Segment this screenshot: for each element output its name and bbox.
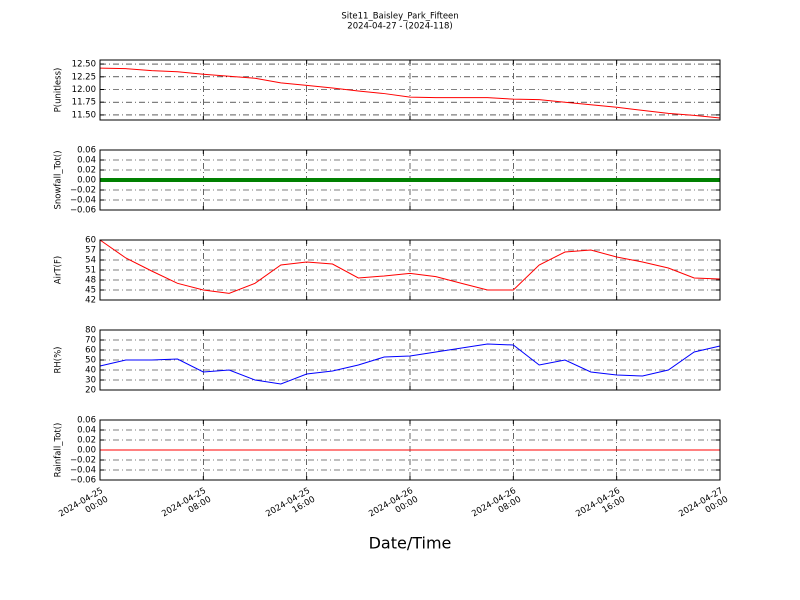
y-tick-label: 0.06 [77,146,96,156]
y-tick-label: 20 [85,386,96,396]
data-line [99,343,721,385]
y-tick-label: 50 [85,356,96,366]
y-tick-label: 0.04 [77,426,96,436]
axes-frame [99,149,721,211]
y-tick-label: 60 [85,236,96,246]
y-tick-label: 11.50 [72,110,96,120]
y-tick-label: 45 [85,286,96,296]
chart-subtitle: 2024-04-27 - (2024-118) [347,22,452,32]
y-tick-label: 12.50 [72,60,96,70]
y-axis-label: Rainfall_Tot() [54,423,64,478]
y-tick-label: 42 [85,296,96,306]
axes-frame [99,329,721,391]
y-tick-label: 57 [85,246,96,256]
y-tick-label: −0.04 [70,466,96,476]
y-tick-label: 40 [85,366,96,376]
y-tick-label: 0.02 [77,436,96,446]
x-axis-label: Date/Time [369,534,452,553]
y-tick-label: 0.00 [77,446,96,456]
y-tick-label: 54 [85,256,96,266]
y-tick-label: −0.06 [70,206,96,216]
y-tick-label: −0.06 [70,476,96,486]
y-tick-label: 70 [85,336,96,346]
y-tick-label: 51 [85,266,96,276]
axes-frame [99,419,721,481]
y-axis-label: P(unitless) [54,68,64,113]
y-tick-label: 11.75 [72,98,96,108]
y-tick-label: −0.02 [70,456,96,466]
data-line [99,67,721,119]
y-tick-label: −0.04 [70,196,96,206]
y-tick-label: 12.25 [72,72,96,82]
y-tick-label: 80 [85,326,96,336]
y-axis-label: Snowfall_Tot() [54,150,64,209]
y-tick-label: 0.00 [77,176,96,186]
y-tick-label: 60 [85,346,96,356]
y-tick-label: −0.02 [70,186,96,196]
axes-frame [99,59,721,121]
axes-frame [99,239,721,301]
y-tick-label: 12.00 [72,85,96,95]
data-line [99,239,721,294]
y-tick-label: 0.02 [77,166,96,176]
y-tick-label: 30 [85,376,96,386]
chart-title: Site11_Baisley_Park_Fifteen [341,12,458,22]
y-tick-label: 0.04 [77,156,96,166]
y-axis-label: AirT(F) [54,256,64,284]
y-tick-label: 0.06 [77,416,96,426]
y-tick-label: 48 [85,276,96,286]
y-axis-label: RH(%) [54,346,64,373]
